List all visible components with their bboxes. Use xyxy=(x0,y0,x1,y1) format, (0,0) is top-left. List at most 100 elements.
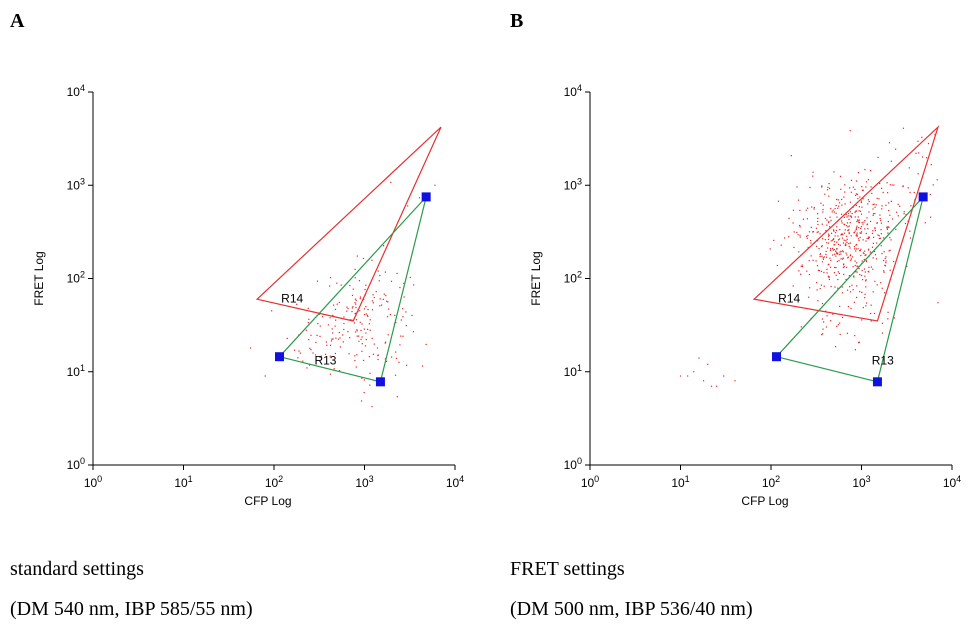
scatter-point-521 xyxy=(849,130,851,132)
scatter-point-461 xyxy=(819,233,821,235)
scatter-point-213 xyxy=(418,197,421,199)
scatter-point-234 xyxy=(872,230,874,232)
scatter-point-481 xyxy=(870,304,872,306)
scatter-point-357 xyxy=(861,221,863,224)
scatter-point-369 xyxy=(849,222,851,224)
scatter-point-76 xyxy=(327,324,329,326)
scatter-point-268 xyxy=(822,208,824,211)
scatter-point-495 xyxy=(838,238,841,240)
scatter-point-302 xyxy=(879,182,881,185)
scatter-point-417 xyxy=(873,250,876,253)
scatter-point-529 xyxy=(932,184,934,186)
scatter-point-515 xyxy=(882,191,884,194)
scatter-point-134 xyxy=(386,300,388,302)
scatter-point-326 xyxy=(869,251,872,253)
scatter-point-208 xyxy=(884,257,886,260)
scatter-point-544 xyxy=(921,136,923,138)
scatter-point-23 xyxy=(835,274,837,276)
scatter-point-38 xyxy=(339,337,341,339)
scatter-point-200 xyxy=(310,334,312,336)
panel-a-caption-line1: standard settings xyxy=(10,558,144,580)
scatter-point-92 xyxy=(330,340,332,342)
scatter-point-359 xyxy=(807,234,809,237)
scatter-point-179 xyxy=(342,334,344,336)
scatter-point-94 xyxy=(368,323,371,325)
scatter-point-319 xyxy=(828,195,830,197)
scatter-point-228 xyxy=(848,229,850,231)
scatter-point-49 xyxy=(349,337,351,339)
scatter-point-58 xyxy=(363,379,366,381)
scatter-point-104 xyxy=(359,296,362,298)
scatter-point-348 xyxy=(848,243,850,245)
scatter-point-343 xyxy=(885,204,887,206)
scatter-point-259 xyxy=(862,252,865,254)
scatter-point-164 xyxy=(864,219,866,222)
scatter-point-144 xyxy=(405,311,407,313)
scatter-point-517 xyxy=(847,306,850,308)
scatter-point-591 xyxy=(859,274,861,276)
scatter-point-562 xyxy=(924,222,926,224)
scatter-point-325 xyxy=(851,284,853,286)
scatter-point-227 xyxy=(856,210,858,212)
scatter-point-62 xyxy=(351,319,353,321)
scatter-point-322 xyxy=(837,207,839,209)
scatter-point-108 xyxy=(858,240,860,242)
scatter-point-428 xyxy=(872,213,875,215)
scatter-point-453 xyxy=(784,237,786,239)
scatter-point-24 xyxy=(387,301,389,303)
scatter-point-512 xyxy=(846,241,848,244)
scatter-point-426 xyxy=(827,238,830,241)
scatter-point-48 xyxy=(360,338,362,340)
scatter-point-601 xyxy=(837,324,839,326)
scatter-point-292 xyxy=(833,244,835,246)
scatter-point-28 xyxy=(331,338,333,340)
scatter-point-47 xyxy=(822,258,825,260)
scatter-point-25 xyxy=(858,221,860,223)
scatter-point-308 xyxy=(878,237,880,240)
scatter-point-79 xyxy=(308,339,310,341)
scatter-point-98 xyxy=(369,372,371,374)
scatter-point-141 xyxy=(871,246,874,248)
scatter-point-102 xyxy=(812,171,814,173)
scatter-point-221 xyxy=(825,230,827,232)
scatter-point-550 xyxy=(877,156,879,159)
scatter-point-145 xyxy=(351,294,354,296)
scatter-point-32 xyxy=(329,344,332,346)
scatter-point-60 xyxy=(865,286,867,288)
scatter-point-19 xyxy=(316,334,318,336)
scatter-point-110 xyxy=(389,313,391,316)
gate-r14 xyxy=(752,125,940,322)
scatter-point-478 xyxy=(861,274,863,277)
scatter-point-191 xyxy=(843,263,845,265)
scatter-point-501 xyxy=(839,251,841,253)
scatter-point-594 xyxy=(822,333,824,335)
scatter-point-130 xyxy=(355,299,357,301)
scatter-point-493 xyxy=(812,175,814,177)
scatter-point-54 xyxy=(355,306,357,309)
scatter-point-135 xyxy=(385,295,387,297)
scatter-point-41 xyxy=(799,226,801,228)
scatter-point-86 xyxy=(828,226,831,228)
scatter-point-191 xyxy=(297,357,299,359)
scatter-point-530 xyxy=(917,173,919,175)
scatter-point-597 xyxy=(854,349,857,351)
y-tick-label-0: 100 xyxy=(67,456,85,472)
scatter-point-593 xyxy=(854,334,856,337)
scatter-point-52 xyxy=(797,234,799,236)
scatter-point-183 xyxy=(855,270,857,272)
scatter-point-115 xyxy=(403,296,405,298)
scatter-point-387 xyxy=(889,249,891,251)
scatter-point-119 xyxy=(881,287,883,289)
scatter-point-205 xyxy=(833,248,836,251)
scatter-point-40 xyxy=(365,338,367,341)
scatter-point-442 xyxy=(806,235,808,237)
scatter-point-215 xyxy=(402,308,404,310)
scatter-point-586 xyxy=(867,270,869,273)
scatter-point-476 xyxy=(855,248,857,250)
scatter-point-13 xyxy=(830,285,832,288)
scatter-point-407 xyxy=(854,188,856,191)
scatter-point-94 xyxy=(808,273,811,276)
scatter-point-161 xyxy=(354,355,356,357)
scatter-point-2 xyxy=(868,200,870,203)
scatter-point-519 xyxy=(855,228,857,231)
